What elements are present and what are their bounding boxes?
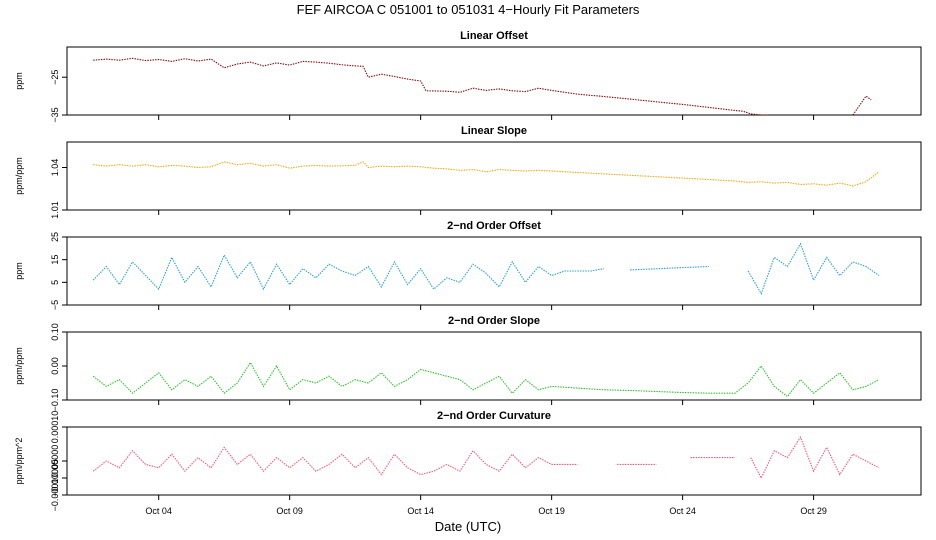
series-segment: [630, 265, 709, 271]
y-tick-label: −0.00005: [50, 459, 60, 497]
panel-2: Linear Slope ppm/ppm 1.01 1.04: [14, 125, 922, 219]
y-tick-label: 0.00000: [50, 445, 60, 478]
panel-3: 2−nd Order Offset ppm −5 5 15 25: [14, 220, 922, 310]
figure-title: FEF AIRCOA C 051001 to 051031 4−Hourly F…: [297, 2, 640, 17]
x-tick-label: Oct 09: [276, 506, 303, 516]
series-segment: [852, 95, 872, 115]
y-tick-label: 25: [50, 232, 60, 242]
y-tick-label: 5: [50, 280, 60, 285]
panels: Linear Offset ppm −35 −25 Linear Slope ppm/pp…: [14, 30, 922, 516]
y-axis-label: ppm: [14, 72, 24, 90]
plot-frame: [66, 426, 922, 496]
y-axis-label: ppm/ppm: [14, 347, 24, 385]
series-line: [92, 446, 578, 476]
y-tick-label: −35: [50, 107, 60, 122]
y-tick-label: 0.00: [50, 357, 60, 375]
y-tick-label: −5: [50, 300, 60, 310]
plot-frame: [66, 141, 922, 211]
series-segment: [750, 435, 880, 480]
panel-title: 2−nd Order Offset: [447, 220, 541, 232]
plot-frame: [66, 331, 922, 401]
y-axis-label: ppm/ppm: [14, 157, 24, 195]
panel-title: 2−nd Order Slope: [448, 315, 540, 327]
panel-4: 2−nd Order Slope ppm/ppm −0.10 0.00 0.10: [14, 315, 922, 412]
y-tick-label: −0.10: [50, 389, 60, 412]
panel-5: 2−nd Order Curvature ppm/ppm^2 −0.0001−0.0…: [14, 410, 922, 512]
y-axis-label: ppm: [14, 262, 24, 280]
panel-title: Linear Offset: [460, 30, 528, 42]
y-tick-label: 15: [50, 255, 60, 265]
x-tick-label: Oct 24: [669, 506, 696, 516]
y-axis-label: ppm/ppm^2: [14, 438, 24, 485]
panel-1: Linear Offset ppm −35 −25: [14, 30, 922, 123]
y-tick-label: 1.04: [50, 159, 60, 177]
series-segment: [747, 242, 880, 296]
y-tick-label: 0.00010: [50, 411, 60, 444]
x-tick-label: Oct 04: [145, 506, 172, 516]
y-tick-label: −0.0001: [50, 479, 60, 512]
y-tick-label: −25: [50, 70, 60, 85]
x-tick-label: Oct 19: [538, 506, 565, 516]
x-tick-label: Oct 14: [407, 506, 434, 516]
series-line: [93, 161, 880, 187]
series-line: [92, 361, 880, 398]
plot-frame: [66, 236, 922, 306]
x-tick-label: Oct 29: [800, 506, 827, 516]
series-line: [92, 253, 605, 291]
y-tick-label: 1.01: [50, 201, 60, 219]
plot-frame: [66, 46, 922, 116]
series-line: [93, 57, 770, 115]
panel-title: Linear Slope: [461, 125, 527, 137]
x-axis-label: Date (UTC): [435, 519, 501, 534]
y-tick-label: 0.10: [50, 323, 60, 341]
panel-title: 2−nd Order Curvature: [437, 410, 551, 422]
